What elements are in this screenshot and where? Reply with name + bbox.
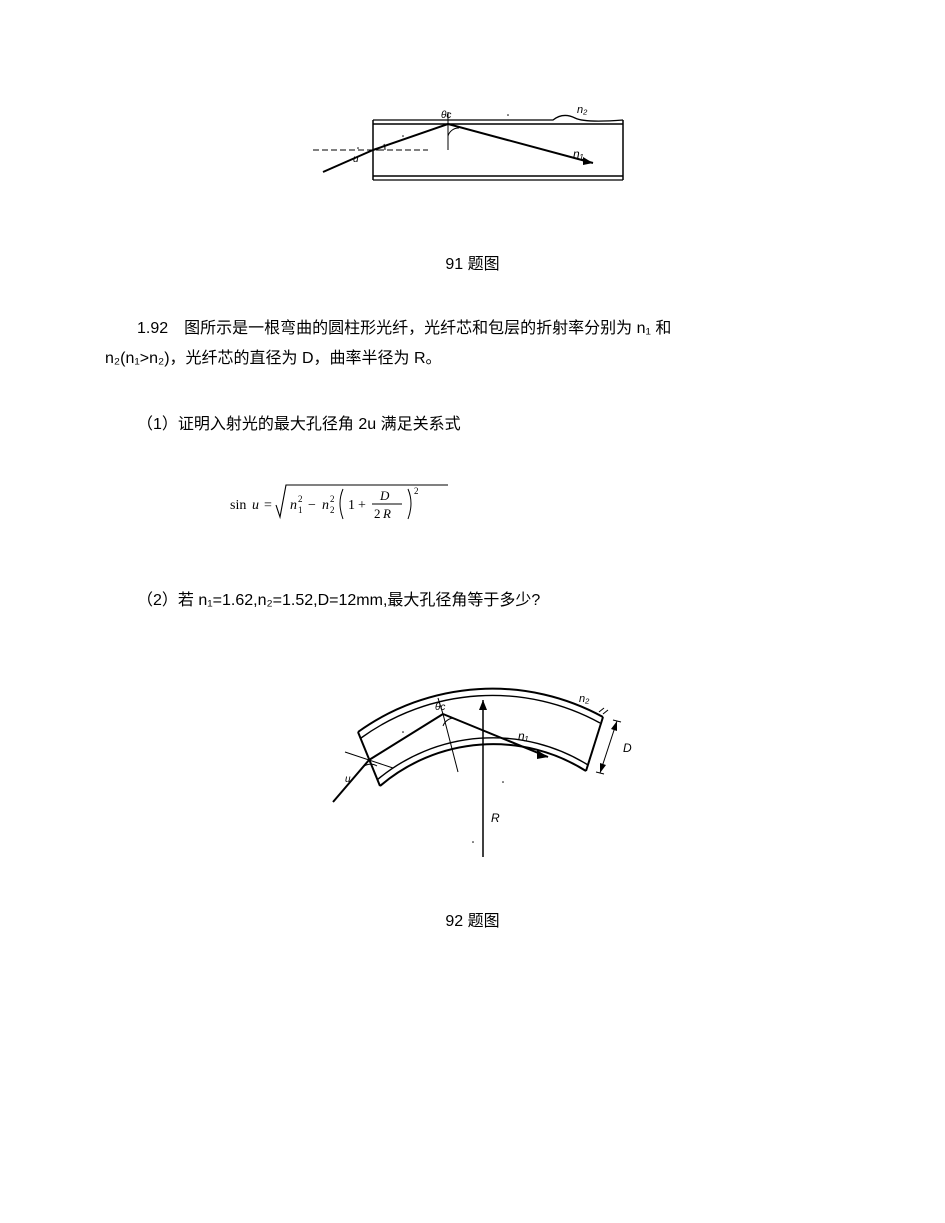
svg-text:θc: θc [435,702,445,713]
svg-text:D: D [379,488,390,503]
svg-text:n₂: n₂ [579,693,590,705]
figure-92-diagram: n₂ n₁ θc D R u [303,662,643,862]
problem-intro-line1: 1.92 图所示是一根弯曲的圆柱形光纤，光纤芯和包层的折射率分别为 n₁ 和 [137,320,671,337]
problem-intro: 1.92 图所示是一根弯曲的圆柱形光纤，光纤芯和包层的折射率分别为 n₁ 和 [0,314,945,344]
formula-svg: sin u = n 1 2 − n 2 2 1 + D 2 R 2 [230,475,460,531]
figure-92-container: n₂ n₁ θc D R u [0,662,945,862]
svg-text:2: 2 [374,506,381,521]
svg-text:n₁: n₁ [573,147,584,161]
problem-intro-line2: n₂(n₁>n₂)，光纤芯的直径为 D，曲率半径为 R。 [105,350,442,367]
svg-text:D: D [623,741,632,755]
svg-text:+: + [358,498,366,513]
figure-91-diagram: n₂ n₁ θc u [313,100,633,200]
problem-part2: （2）若 n₁=1.62,n₂=1.52,D=12mm,最大孔径角等于多少? [0,586,945,616]
svg-text:2: 2 [330,505,335,515]
svg-text:n₂: n₂ [577,104,588,116]
problem-part1: （1）证明入射光的最大孔径角 2u 满足关系式 [0,410,945,440]
svg-text:1: 1 [298,505,303,515]
svg-text:2: 2 [330,494,335,504]
svg-text:θc: θc [441,110,451,121]
svg-text:=: = [264,498,272,513]
svg-text:2: 2 [298,494,303,504]
figure-91-container: n₂ n₁ θc u [0,100,945,200]
svg-text:u: u [353,154,359,165]
problem-intro-cont: n₂(n₁>n₂)，光纤芯的直径为 D，曲率半径为 R。 [0,344,945,374]
formula-container: sin u = n 1 2 − n 2 2 1 + D 2 R 2 [0,475,945,531]
svg-text:u: u [345,774,351,785]
svg-text:R: R [382,506,391,521]
svg-text:−: − [308,498,316,513]
svg-text:2: 2 [414,486,419,496]
svg-text:n₁: n₁ [518,729,529,743]
svg-text:R: R [491,811,500,825]
figure-91-caption: 91 题图 [0,250,945,274]
svg-text:sin: sin [230,498,246,513]
svg-text:u: u [252,498,259,513]
figure-92-caption: 92 题图 [0,907,945,931]
svg-text:1: 1 [348,498,355,513]
svg-text:n: n [322,498,329,513]
svg-text:n: n [290,498,297,513]
